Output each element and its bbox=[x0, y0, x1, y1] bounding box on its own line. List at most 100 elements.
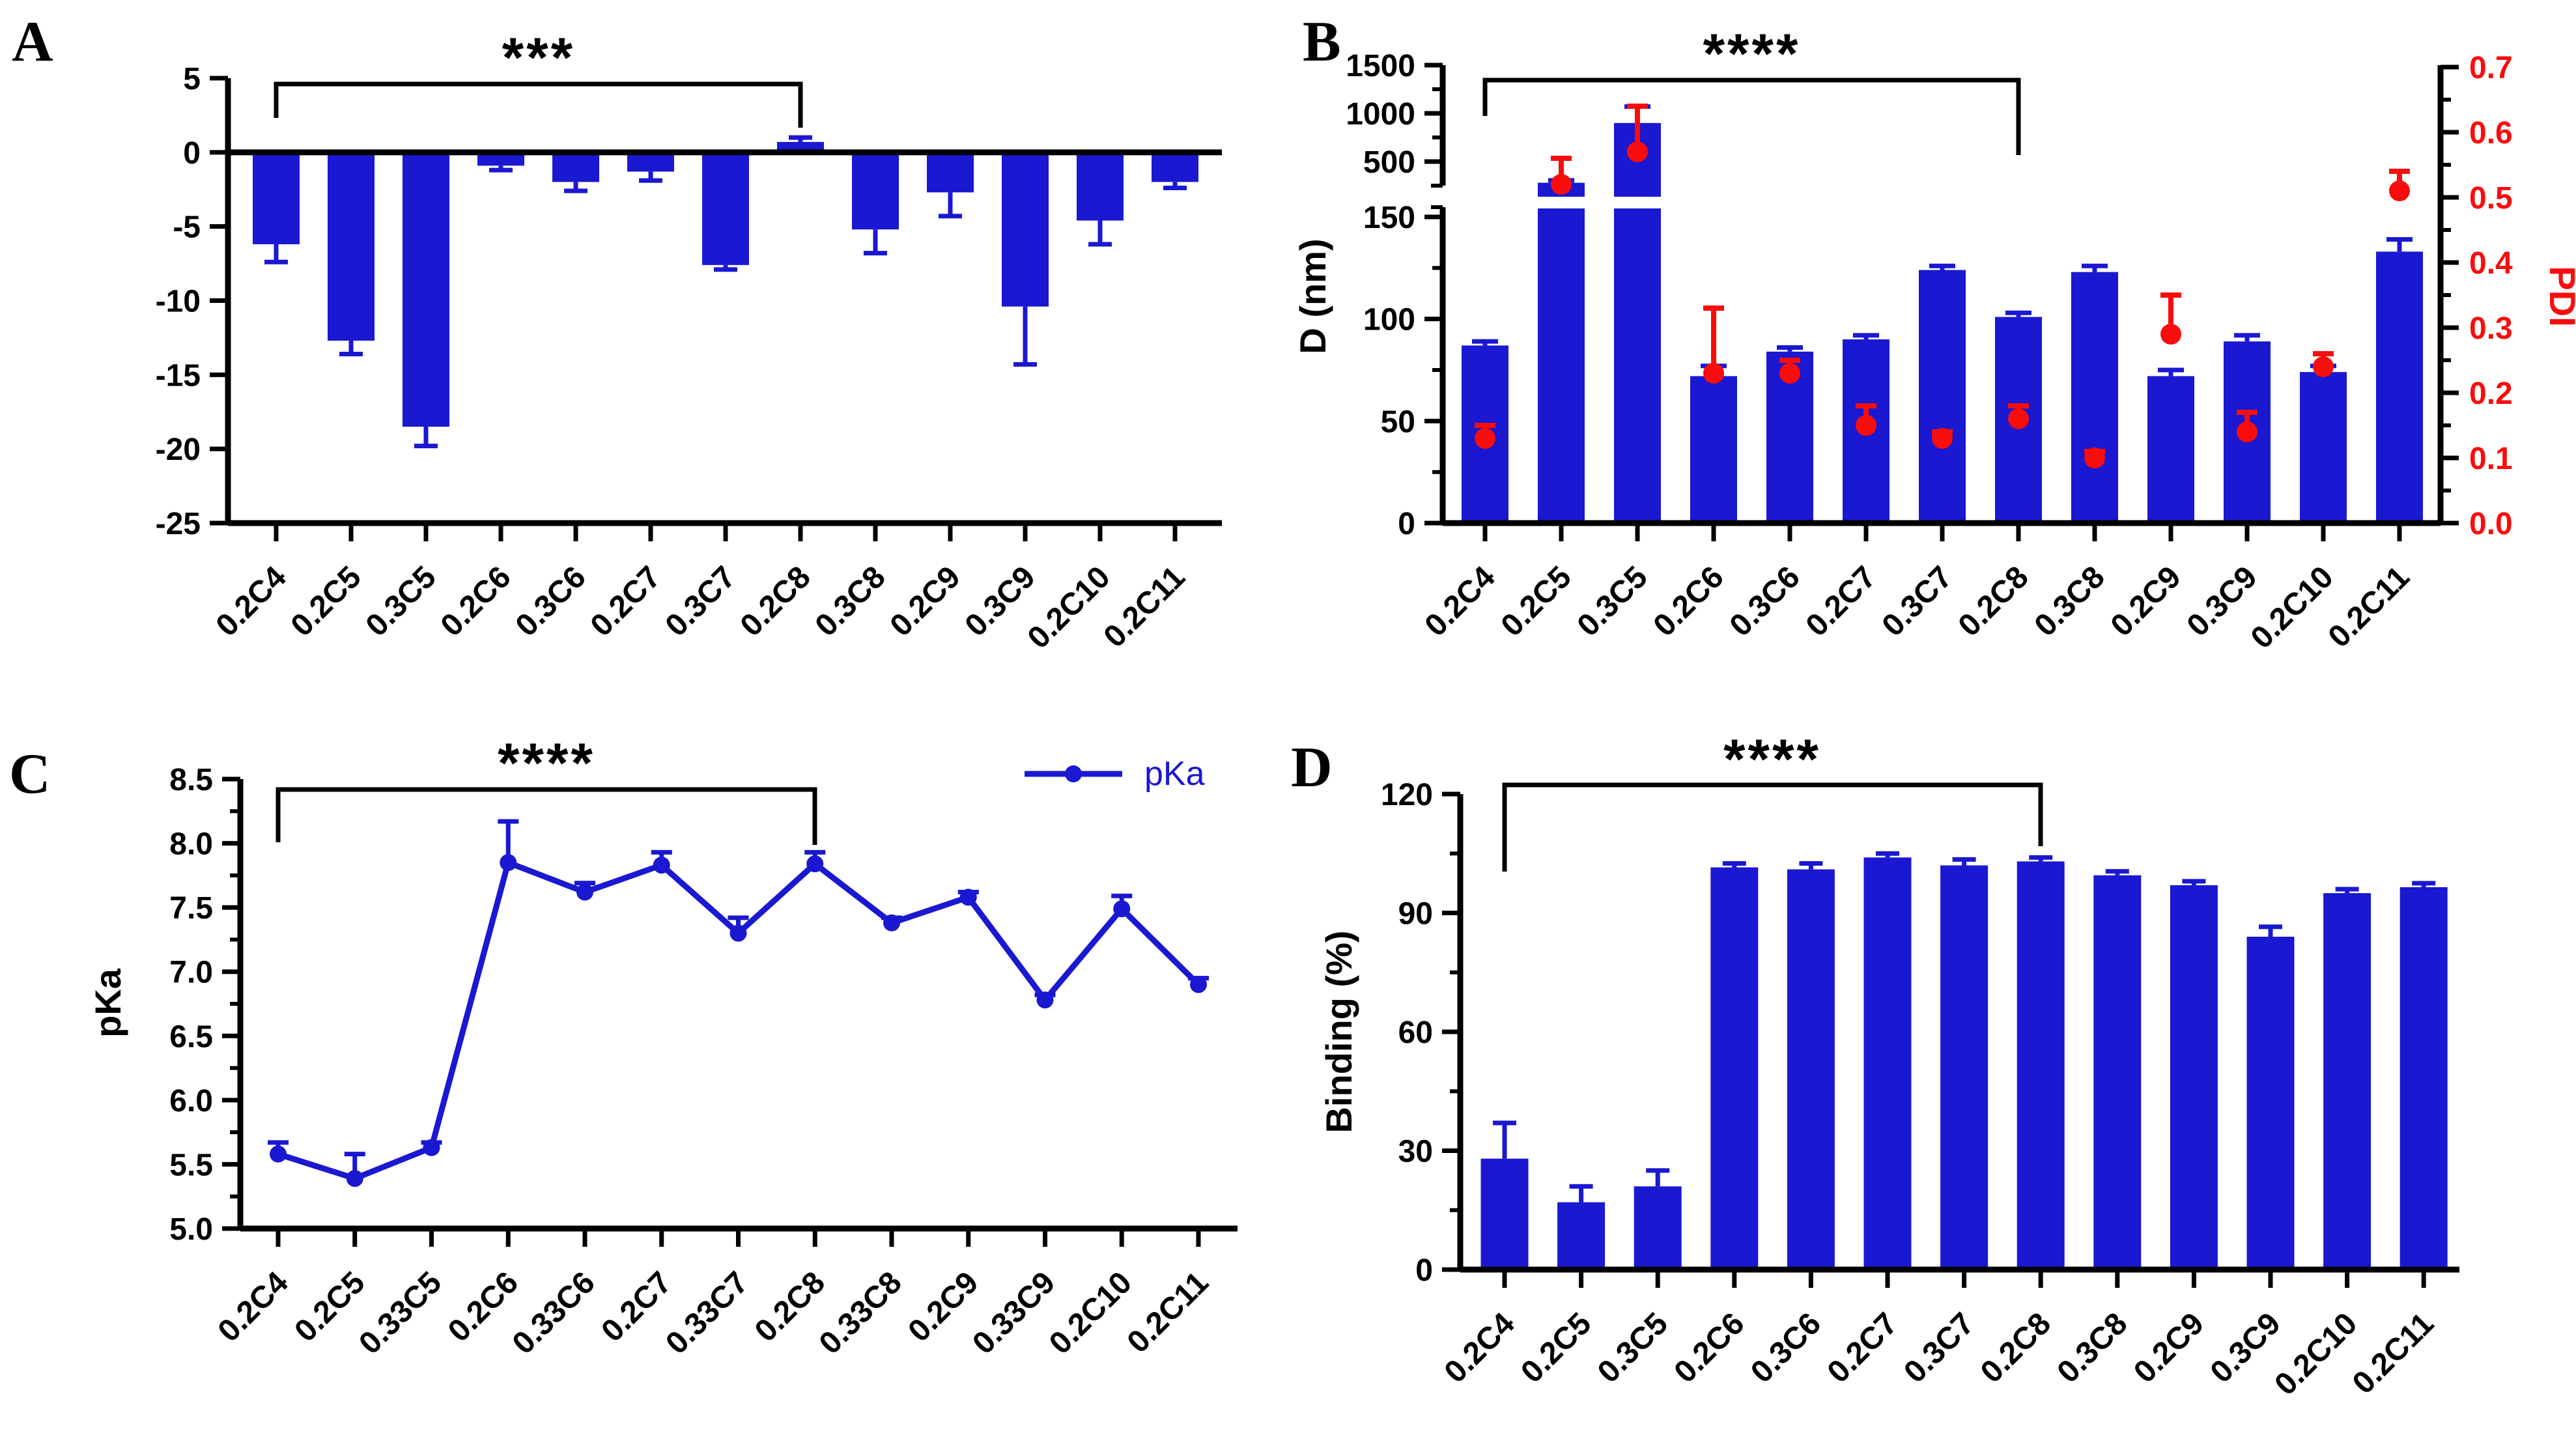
svg-text:8.5: 8.5 bbox=[169, 763, 213, 797]
svg-text:0.2C7: 0.2C7 bbox=[584, 560, 668, 643]
svg-text:-5: -5 bbox=[173, 210, 201, 245]
svg-text:0.2C5: 0.2C5 bbox=[1514, 1306, 1598, 1389]
svg-text:0.4: 0.4 bbox=[2469, 246, 2513, 281]
svg-text:0.2C4: 0.2C4 bbox=[1438, 1306, 1522, 1389]
panel-d-chart: 0 30 60 90 120 0.2C40.2C50.3C50.2C60.3C60.2C7… bbox=[1318, 728, 2459, 1402]
svg-text:0.3C7: 0.3C7 bbox=[1876, 560, 1959, 643]
svg-text:30: 30 bbox=[1398, 1135, 1433, 1169]
svg-text:0.33C6: 0.33C6 bbox=[506, 1265, 602, 1361]
svg-text:0: 0 bbox=[1398, 507, 1415, 541]
svg-text:90: 90 bbox=[1398, 897, 1433, 932]
svg-text:0.2C7: 0.2C7 bbox=[1821, 1306, 1904, 1389]
svg-text:60: 60 bbox=[1398, 1016, 1433, 1050]
svg-text:0.33C5: 0.33C5 bbox=[352, 1265, 448, 1361]
svg-text:D (nm): D (nm) bbox=[1292, 238, 1333, 354]
svg-text:150: 150 bbox=[1363, 201, 1415, 235]
panel-d-letter: D bbox=[1291, 736, 1333, 799]
panel-d: 0 30 60 90 120 0.2C4 0.2C5 0.3C5 0.2C6 0.3C6 0.2C7… bbox=[1288, 718, 2576, 1437]
panel-a-chart: 50-5-10-15-20-250.2C40.2C50.3C50.2C60.3C… bbox=[156, 27, 1222, 655]
panel-b-chart: 0 50 100 150 500 1000 1500 D (nm) 0.0 0.1 0.2 0.3 0.… bbox=[1292, 23, 2576, 655]
svg-text:0.7: 0.7 bbox=[2469, 51, 2513, 85]
svg-text:0.2C8: 0.2C8 bbox=[1974, 1306, 2058, 1389]
svg-text:6.0: 6.0 bbox=[169, 1084, 213, 1118]
panel-c-letter: C bbox=[9, 743, 51, 806]
svg-text:0.2C8: 0.2C8 bbox=[1952, 560, 2035, 643]
svg-text:0.2C10: 0.2C10 bbox=[2244, 560, 2340, 655]
svg-text:0.2C8: 0.2C8 bbox=[734, 560, 817, 643]
svg-text:0.2C4: 0.2C4 bbox=[1419, 560, 1502, 643]
svg-text:0.0: 0.0 bbox=[2469, 507, 2513, 541]
svg-text:0.3C6: 0.3C6 bbox=[509, 560, 593, 643]
panel-c: 8.5 8.0 7.5 7.0 6.5 6.0 5.5 5.0 0.2C4 0.2C5 0.33C5… bbox=[0, 718, 1288, 1437]
svg-text:5.0: 5.0 bbox=[169, 1212, 213, 1247]
svg-text:0.2C11: 0.2C11 bbox=[1097, 560, 1192, 654]
svg-text:****: **** bbox=[498, 732, 595, 795]
svg-text:0.33C7: 0.33C7 bbox=[659, 1265, 755, 1361]
svg-text:0.2C11: 0.2C11 bbox=[2322, 560, 2416, 654]
svg-text:0.2C10: 0.2C10 bbox=[2268, 1306, 2364, 1402]
svg-text:pKa: pKa bbox=[1144, 755, 1205, 793]
svg-text:500: 500 bbox=[1363, 145, 1415, 180]
svg-text:0.2C5: 0.2C5 bbox=[1495, 560, 1578, 643]
svg-text:Binding (%): Binding (%) bbox=[1318, 930, 1359, 1133]
panel-b-letter: B bbox=[1303, 10, 1341, 74]
svg-text:0.33C8: 0.33C8 bbox=[813, 1265, 909, 1361]
svg-text:0.6: 0.6 bbox=[2469, 116, 2513, 150]
svg-text:1500: 1500 bbox=[1346, 49, 1415, 83]
svg-text:0.2C11: 0.2C11 bbox=[2346, 1306, 2441, 1401]
svg-text:0.33C9: 0.33C9 bbox=[966, 1265, 1062, 1361]
svg-text:****: **** bbox=[1703, 23, 1801, 85]
svg-text:-10: -10 bbox=[156, 285, 201, 319]
svg-text:-15: -15 bbox=[156, 358, 201, 393]
svg-text:5.5: 5.5 bbox=[169, 1148, 213, 1182]
svg-text:***: *** bbox=[502, 27, 575, 89]
svg-text:0.3C8: 0.3C8 bbox=[2028, 560, 2112, 643]
svg-text:0.1: 0.1 bbox=[2469, 442, 2513, 476]
svg-text:0.2C5: 0.2C5 bbox=[285, 560, 368, 643]
panel-c-chart: 8.58.07.57.06.56.05.55.00.2C40.2C50.33C5… bbox=[87, 732, 1238, 1361]
svg-text:7.0: 7.0 bbox=[169, 956, 213, 990]
panel-a: 5 0 -5 -10 -15 -20 -25 0.2C4 0.2C5 0.3C5 0.2C6 0.3C… bbox=[0, 0, 1288, 718]
svg-text:8.0: 8.0 bbox=[169, 827, 213, 862]
panel-a-letter: A bbox=[12, 10, 53, 74]
svg-text:0.3C8: 0.3C8 bbox=[2051, 1306, 2134, 1389]
svg-text:0.3C5: 0.3C5 bbox=[360, 560, 443, 643]
svg-text:0.2C7: 0.2C7 bbox=[1800, 560, 1883, 643]
svg-text:0.2C10: 0.2C10 bbox=[1043, 1265, 1139, 1361]
svg-text:0: 0 bbox=[1415, 1253, 1433, 1288]
panel-b: 0 50 100 150 500 1000 1500 D (nm) 0.0 0.1 0.2 0.3 0.… bbox=[1288, 0, 2576, 718]
svg-text:0.2C4: 0.2C4 bbox=[210, 560, 293, 643]
svg-text:0.2C11: 0.2C11 bbox=[1121, 1265, 1215, 1359]
svg-text:50: 50 bbox=[1381, 405, 1415, 439]
svg-text:100: 100 bbox=[1363, 303, 1415, 337]
svg-text:0.2C9: 0.2C9 bbox=[2127, 1306, 2211, 1389]
svg-text:-25: -25 bbox=[156, 507, 201, 541]
svg-text:PDI: PDI bbox=[2542, 266, 2576, 326]
svg-text:1000: 1000 bbox=[1346, 97, 1415, 132]
svg-text:-20: -20 bbox=[156, 433, 201, 467]
svg-text:0.2: 0.2 bbox=[2469, 377, 2513, 411]
svg-text:0.3C5: 0.3C5 bbox=[1571, 560, 1654, 643]
svg-text:0.5: 0.5 bbox=[2469, 181, 2513, 216]
svg-text:0.2C4: 0.2C4 bbox=[212, 1265, 295, 1348]
svg-text:0.2C6: 0.2C6 bbox=[1668, 1306, 1751, 1389]
svg-text:****: **** bbox=[1723, 728, 1821, 791]
svg-text:0.2C6: 0.2C6 bbox=[1647, 560, 1731, 643]
svg-text:0.2C9: 0.2C9 bbox=[2104, 560, 2188, 643]
svg-text:0.3C8: 0.3C8 bbox=[809, 560, 892, 643]
svg-text:0.3C7: 0.3C7 bbox=[659, 560, 743, 643]
svg-text:0.2C9: 0.2C9 bbox=[884, 560, 967, 643]
svg-text:0.3C5: 0.3C5 bbox=[1591, 1306, 1675, 1389]
svg-text:0.3C7: 0.3C7 bbox=[1897, 1306, 1981, 1389]
svg-text:pKa: pKa bbox=[87, 968, 128, 1038]
svg-text:5: 5 bbox=[183, 62, 201, 96]
svg-text:0.2C10: 0.2C10 bbox=[1021, 560, 1117, 655]
svg-text:0.3C6: 0.3C6 bbox=[1723, 560, 1807, 643]
svg-text:0.3C6: 0.3C6 bbox=[1744, 1306, 1828, 1389]
svg-text:0.3: 0.3 bbox=[2469, 311, 2513, 346]
svg-text:0: 0 bbox=[183, 136, 201, 171]
svg-text:120: 120 bbox=[1381, 778, 1433, 812]
svg-text:6.5: 6.5 bbox=[169, 1019, 213, 1054]
svg-text:0.2C6: 0.2C6 bbox=[434, 560, 518, 643]
